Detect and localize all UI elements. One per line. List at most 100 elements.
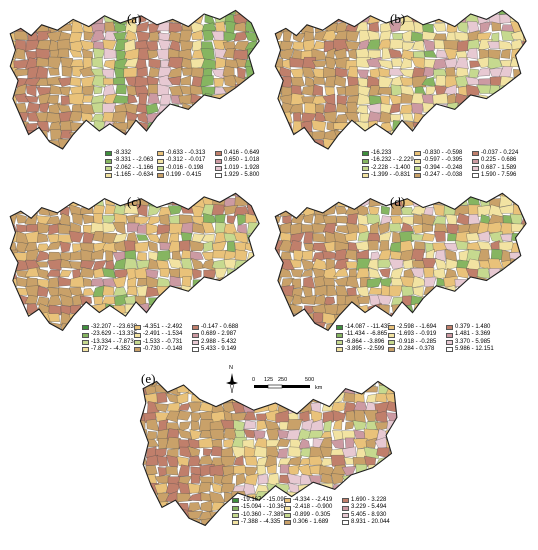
region [245,121,259,133]
scale-tick-0: 0 [252,377,256,383]
region [38,168,49,178]
legend-swatch [472,173,479,179]
region [158,74,173,87]
region [59,177,73,185]
region [101,137,113,150]
region [287,527,302,537]
region [422,223,433,233]
region [36,357,51,366]
region [465,139,481,150]
region [276,538,292,547]
legend-item: -0.730 - -0.148 [134,346,182,353]
region [255,93,260,106]
region [254,536,269,546]
region [302,339,315,351]
region [223,120,237,133]
region [388,222,403,233]
legend-label: -4.334 - -2.419 [293,497,333,503]
region [36,320,50,331]
region [79,193,95,197]
region [124,102,140,115]
region [177,481,192,495]
legend-swatch [82,332,89,338]
region [72,213,84,226]
region [179,193,194,199]
region [181,305,195,316]
region [210,536,224,547]
region [243,411,257,421]
region [200,131,216,139]
region [13,195,29,206]
region [347,313,361,323]
region [303,348,316,358]
region [69,177,84,186]
region [385,428,397,441]
region [402,29,414,43]
legend-swatch [342,512,349,518]
legend-item: -16.232 - -2.229 [362,157,414,164]
region [498,276,515,289]
region [259,322,260,331]
region [236,93,249,106]
region [422,304,434,316]
region [275,216,282,224]
region [157,359,172,366]
legend-item: -4.351 - -2.492 [134,324,182,331]
region [192,222,205,234]
region [156,455,168,467]
region [521,233,527,242]
region [212,68,226,79]
region [91,358,104,366]
region [201,540,213,547]
region [16,165,29,176]
region [381,359,393,366]
region [256,304,260,315]
legend-column: -0.147 - 0.688 0.689 - 2.987 2.988 - 5.432… [192,324,238,354]
region [334,138,350,150]
legend-item: 0.416 - 0.649 [215,150,259,157]
region [443,131,459,142]
region [433,231,446,242]
legend-item: 1.481 - 3.369 [446,331,494,338]
region [289,232,305,243]
region [212,138,224,150]
legend-item: 0.379 - 1.480 [446,324,494,331]
region [190,412,203,424]
region [14,358,28,366]
legend-item: -15.094 - -10.361 [232,504,287,511]
region [412,40,425,52]
region [375,530,390,539]
region [432,139,447,149]
region [247,305,260,315]
region [61,358,73,366]
legend-label: 0.379 - 1.480 [455,324,491,330]
region [275,258,283,270]
region [246,85,260,97]
region [192,268,202,280]
region [245,10,260,14]
region [61,65,73,77]
region [256,21,260,33]
region [245,322,258,331]
region [510,331,522,341]
region [365,437,378,449]
region [278,129,294,142]
region [59,269,72,277]
region [434,359,446,366]
region [39,102,50,114]
region [374,483,387,493]
region [334,276,349,287]
region [512,277,524,289]
legend-label: -0.037 - 0.224 [481,150,519,156]
region [145,454,159,466]
region [80,167,95,176]
region [92,204,105,215]
region [389,359,401,366]
region [234,305,250,313]
legend-item: -2.598 - -1.694 [388,324,436,331]
region [16,175,28,184]
region [292,41,304,50]
region [356,93,371,106]
region [223,232,237,242]
region [478,230,491,242]
